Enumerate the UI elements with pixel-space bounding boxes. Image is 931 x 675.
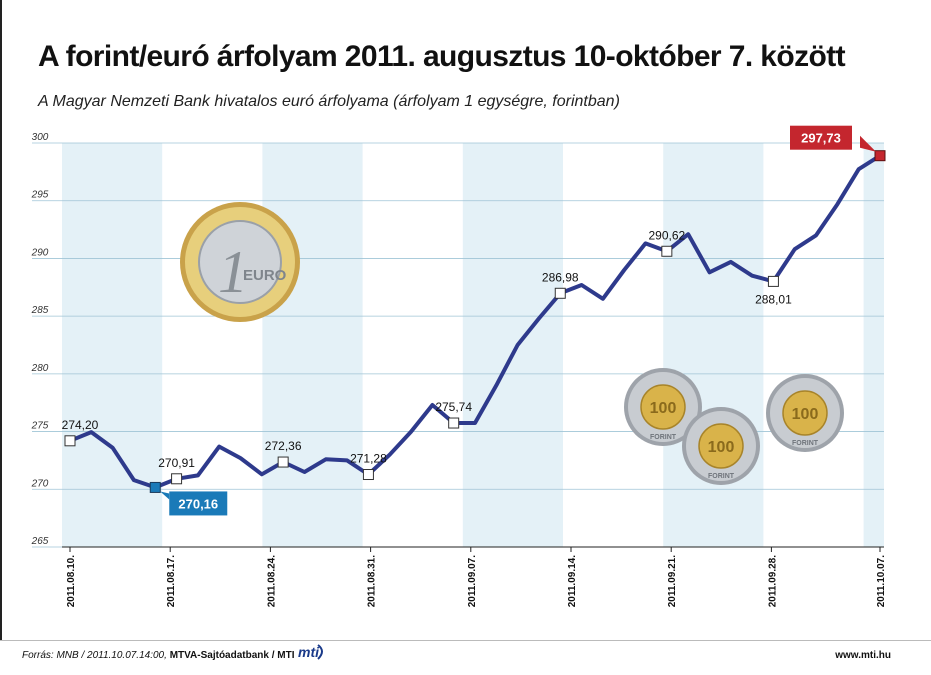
data-label: 286,98 (542, 270, 579, 284)
forint-coin-icon: 100 FORINT (766, 374, 844, 452)
week-stripe (62, 143, 163, 547)
x-tick-label: 2011.10.07. (876, 555, 887, 607)
data-label: 271,28 (350, 452, 387, 466)
credit-text: MTVA-Sajtóadatbank / MTI (169, 650, 295, 661)
forint-coin-value: 100 (650, 400, 677, 417)
chart-title: A forint/euró árfolyam 2011. augusztus 1… (38, 40, 846, 73)
footer-source: Forrás: MNB / 2011.10.07.14:00, MTVA-Saj… (22, 650, 295, 661)
y-tick-label: 295 (31, 190, 49, 201)
forint-coin-word: FORINT (650, 434, 677, 441)
data-label: 288,01 (755, 292, 792, 306)
forint-coin-icon: 100 FORINT (624, 368, 702, 446)
max-label-pointer (860, 135, 876, 152)
data-point-marker (554, 287, 566, 299)
source-text: Forrás: MNB / 2011.10.07.14:00, (22, 650, 167, 661)
forint-coin-word: FORINT (792, 440, 819, 447)
forint-coin-center (782, 390, 828, 436)
forint-coin-center (698, 423, 744, 469)
data-label: 274,20 (62, 418, 99, 432)
y-tick-label: 275 (31, 421, 49, 432)
data-point-marker (171, 473, 183, 485)
week-stripe (663, 143, 764, 547)
week-stripe (462, 143, 563, 547)
data-point-marker (661, 245, 673, 257)
min-label-pointer (160, 491, 170, 500)
max-point-marker (874, 150, 886, 162)
forint-coin-center (640, 384, 686, 430)
euro-coin-word: EURO (243, 267, 287, 284)
line-chart: 265 270 275 280 285 290 295 300 2011.08.10. 2011.… (31, 125, 887, 607)
forint-coin-value: 100 (708, 439, 735, 456)
mti-logo-text: mti (298, 644, 320, 660)
x-tick-label: 2011.09.14. (567, 555, 578, 607)
y-tick-label: 290 (31, 247, 49, 258)
forint-coin-word: FORINT (708, 473, 735, 480)
min-data-label: 270,16 (178, 496, 218, 511)
data-label: 272,36 (265, 439, 302, 453)
x-tick-label: 2011.08.24. (266, 555, 277, 607)
y-tick-label: 285 (31, 305, 49, 316)
x-tick-label: 2011.08.17. (166, 555, 177, 607)
footer-website: www.mti.hu (835, 650, 891, 661)
forint-coin-icon: 100 FORINT (682, 407, 760, 485)
x-tick-label: 2011.08.31. (367, 555, 378, 607)
min-point-marker (149, 481, 161, 493)
data-point-marker (362, 469, 374, 481)
y-tick-label: 270 (31, 478, 49, 489)
series-line-eur-huf (68, 153, 882, 490)
x-tick-label: 2011.09.07. (467, 555, 478, 607)
euro-coin-digit: 1 (218, 239, 248, 305)
max-data-label: 297,73 (801, 131, 841, 146)
min-label-box (169, 491, 228, 516)
y-tick-label: 300 (32, 132, 49, 143)
euro-coin-center (198, 220, 282, 304)
left-frame-line (0, 0, 2, 640)
y-tick-label: 280 (31, 363, 49, 374)
footer-divider (0, 640, 931, 641)
data-point-marker (767, 275, 779, 287)
data-label: 270,91 (158, 456, 195, 470)
data-point-marker (277, 456, 289, 468)
chart-subtitle: A Magyar Nemzeti Bank hivatalos euró árf… (38, 93, 620, 110)
data-point-marker (448, 417, 460, 429)
data-point-marker (64, 435, 76, 447)
y-tick-label: 265 (31, 536, 49, 547)
forint-coin-value: 100 (792, 406, 819, 423)
max-label-box (790, 125, 852, 150)
data-label: 290,62 (648, 228, 685, 242)
week-stripe (262, 143, 363, 547)
data-label: 275,74 (435, 400, 472, 414)
week-stripe (863, 143, 884, 547)
x-tick-label: 2011.09.28. (767, 555, 778, 607)
x-tick-label: 2011.09.21. (667, 555, 678, 607)
x-tick-label: 2011.08.10. (66, 555, 77, 607)
mti-logo-icon: mti (298, 644, 323, 660)
